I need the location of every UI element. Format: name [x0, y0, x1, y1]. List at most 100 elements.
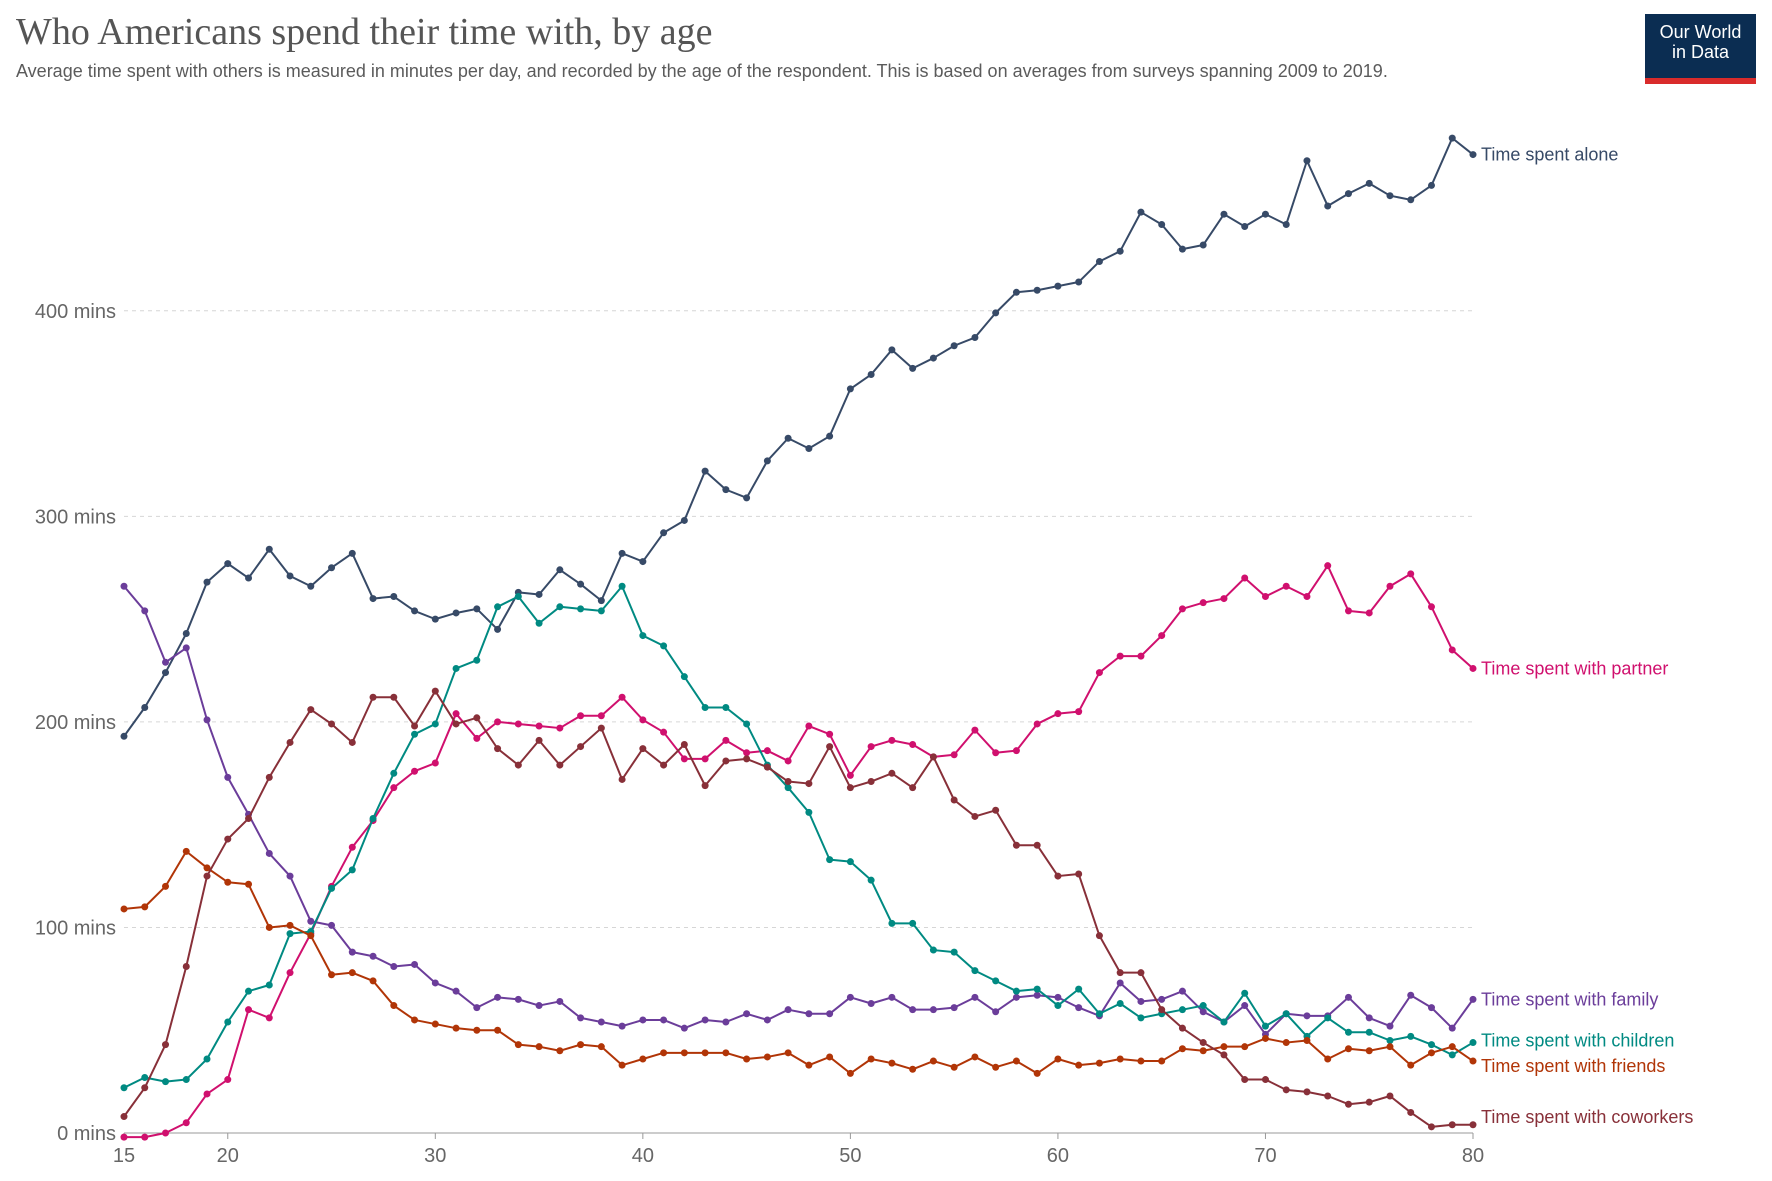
data-point[interactable]	[265, 545, 273, 553]
data-point[interactable]	[1365, 609, 1373, 617]
data-point[interactable]	[1178, 987, 1186, 995]
data-point[interactable]	[722, 486, 730, 494]
data-point[interactable]	[245, 815, 253, 823]
data-point[interactable]	[390, 593, 398, 601]
data-point[interactable]	[1386, 192, 1394, 200]
data-point[interactable]	[1116, 969, 1124, 977]
data-point[interactable]	[514, 995, 522, 1003]
data-point[interactable]	[597, 712, 605, 720]
data-point[interactable]	[1241, 989, 1249, 997]
data-point[interactable]	[182, 630, 190, 638]
data-point[interactable]	[680, 1024, 688, 1032]
data-point[interactable]	[390, 963, 398, 971]
data-point[interactable]	[535, 1002, 543, 1010]
series-line[interactable]	[123, 690, 1473, 1128]
data-point[interactable]	[618, 775, 626, 783]
data-point[interactable]	[1220, 1051, 1228, 1059]
data-point[interactable]	[950, 342, 958, 350]
data-point[interactable]	[888, 1059, 896, 1067]
data-point[interactable]	[1282, 582, 1290, 590]
data-point[interactable]	[328, 884, 336, 892]
data-point[interactable]	[1344, 1045, 1352, 1053]
data-point[interactable]	[1407, 1108, 1415, 1116]
data-point[interactable]	[639, 632, 647, 640]
data-point[interactable]	[369, 595, 377, 603]
data-point[interactable]	[452, 710, 460, 718]
data-point[interactable]	[328, 720, 336, 728]
data-point[interactable]	[556, 761, 564, 769]
data-point[interactable]	[680, 673, 688, 681]
data-point[interactable]	[867, 371, 875, 379]
data-point[interactable]	[867, 1000, 875, 1008]
data-point[interactable]	[909, 919, 917, 927]
data-point[interactable]	[1241, 223, 1249, 231]
data-point[interactable]	[1158, 1057, 1166, 1065]
data-point[interactable]	[182, 963, 190, 971]
data-point[interactable]	[722, 704, 730, 712]
data-point[interactable]	[1261, 1022, 1269, 1030]
data-point[interactable]	[1116, 247, 1124, 255]
data-point[interactable]	[680, 516, 688, 524]
data-point[interactable]	[411, 730, 419, 738]
data-point[interactable]	[1178, 245, 1186, 253]
data-point[interactable]	[1427, 603, 1435, 611]
data-point[interactable]	[245, 987, 253, 995]
data-point[interactable]	[1075, 870, 1083, 878]
data-point[interactable]	[639, 745, 647, 753]
data-point[interactable]	[369, 693, 377, 701]
data-point[interactable]	[307, 706, 315, 714]
data-point[interactable]	[1199, 1002, 1207, 1010]
data-point[interactable]	[1282, 1086, 1290, 1094]
data-point[interactable]	[929, 1057, 937, 1065]
data-point[interactable]	[846, 1069, 854, 1077]
data-point[interactable]	[162, 658, 170, 666]
data-point[interactable]	[784, 434, 792, 442]
data-point[interactable]	[1012, 841, 1020, 849]
data-point[interactable]	[1407, 196, 1415, 204]
data-point[interactable]	[1054, 993, 1062, 1001]
data-point[interactable]	[390, 769, 398, 777]
data-point[interactable]	[120, 582, 128, 590]
data-point[interactable]	[909, 741, 917, 749]
data-point[interactable]	[805, 808, 813, 816]
data-point[interactable]	[1012, 1057, 1020, 1065]
data-point[interactable]	[1448, 1024, 1456, 1032]
data-point[interactable]	[473, 605, 481, 613]
data-point[interactable]	[203, 1055, 211, 1063]
data-point[interactable]	[992, 749, 1000, 757]
data-point[interactable]	[992, 1063, 1000, 1071]
data-point[interactable]	[1033, 991, 1041, 999]
data-point[interactable]	[431, 720, 439, 728]
data-point[interactable]	[597, 597, 605, 605]
data-point[interactable]	[1095, 669, 1103, 677]
data-point[interactable]	[1054, 1055, 1062, 1063]
data-point[interactable]	[1303, 1088, 1311, 1096]
data-point[interactable]	[1220, 1043, 1228, 1051]
data-point[interactable]	[763, 1016, 771, 1024]
data-point[interactable]	[1469, 995, 1477, 1003]
data-point[interactable]	[1178, 1024, 1186, 1032]
data-point[interactable]	[514, 1041, 522, 1049]
data-point[interactable]	[1116, 979, 1124, 987]
data-point[interactable]	[265, 1014, 273, 1022]
data-point[interactable]	[494, 745, 502, 753]
data-point[interactable]	[826, 1053, 834, 1061]
data-point[interactable]	[1324, 202, 1332, 210]
data-point[interactable]	[1199, 1047, 1207, 1055]
data-point[interactable]	[929, 1006, 937, 1014]
data-point[interactable]	[162, 1129, 170, 1137]
data-point[interactable]	[1158, 995, 1166, 1003]
data-point[interactable]	[452, 609, 460, 617]
owid-logo[interactable]: Our World in Data	[1645, 14, 1756, 84]
data-point[interactable]	[141, 903, 149, 911]
data-point[interactable]	[784, 1049, 792, 1057]
data-point[interactable]	[1220, 595, 1228, 603]
data-point[interactable]	[1261, 593, 1269, 601]
data-point[interactable]	[577, 605, 585, 613]
data-point[interactable]	[618, 549, 626, 557]
data-point[interactable]	[452, 987, 460, 995]
data-point[interactable]	[805, 445, 813, 453]
data-point[interactable]	[265, 849, 273, 857]
data-point[interactable]	[203, 872, 211, 880]
data-point[interactable]	[431, 979, 439, 987]
